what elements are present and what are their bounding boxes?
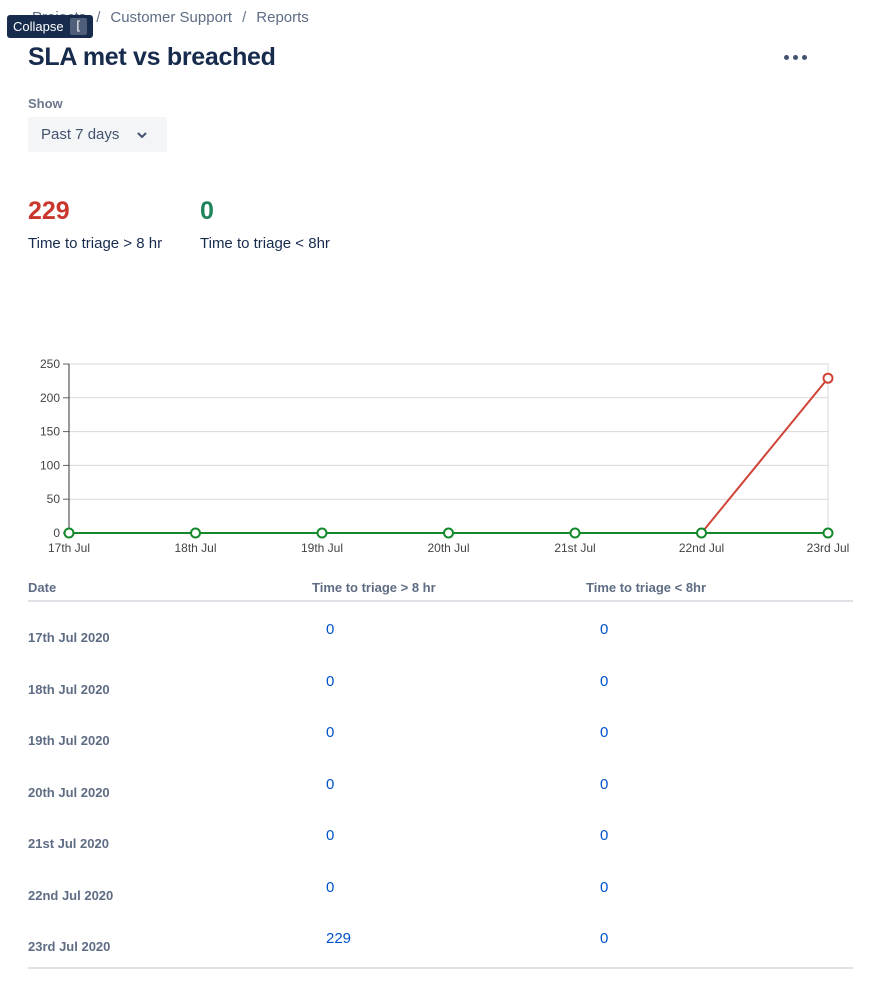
- row-date: 22nd Jul 2020: [28, 887, 114, 903]
- chevron-down-icon: [137, 132, 147, 138]
- y-tick-label: 0: [53, 526, 60, 540]
- x-tick-label: 17th Jul: [48, 541, 90, 555]
- row-over-8hr-link[interactable]: 0: [326, 672, 335, 690]
- breadcrumb-item-reports[interactable]: Reports: [256, 9, 309, 26]
- x-tick-label: 22nd Jul: [679, 541, 724, 555]
- table-row: 19th Jul 2020 0 0: [28, 705, 853, 757]
- data-point-met[interactable]: [190, 527, 201, 539]
- dropdown-selected-value: Past 7 days: [41, 126, 120, 143]
- x-tick-label: 20th Jul: [427, 541, 469, 555]
- x-tick-label: 23rd Jul: [807, 541, 850, 555]
- row-under-8hr-link[interactable]: 0: [600, 930, 609, 947]
- breadcrumb-separator: /: [96, 9, 101, 26]
- table-row: 21st Jul 2020 0 0: [28, 808, 853, 860]
- data-point-met[interactable]: [316, 527, 328, 539]
- y-tick-label: 200: [40, 391, 60, 405]
- row-over-8hr-link[interactable]: 229: [326, 930, 352, 947]
- data-point-breached[interactable]: [822, 372, 834, 384]
- data-point-met[interactable]: [822, 527, 834, 539]
- row-over-8hr-link[interactable]: 0: [326, 724, 335, 741]
- row-over-8hr-link[interactable]: 0: [326, 827, 335, 844]
- sla-line-chart: 0 50 100 150 200 250 17th Jul 18th Jul 19th Jul 2…: [40, 357, 850, 555]
- stat-met-label: Time to triage < 8hr: [200, 235, 330, 252]
- x-tick-label: 19th Jul: [301, 541, 343, 555]
- row-date: 23rd Jul 2020: [28, 939, 111, 954]
- row-date: 20th Jul 2020: [28, 784, 110, 800]
- breadcrumb-separator: /: [242, 9, 247, 26]
- column-header-date[interactable]: Date: [28, 580, 57, 595]
- row-under-8hr-link[interactable]: 0: [600, 775, 609, 793]
- table-row: 22nd Jul 2020 0 0: [28, 860, 853, 912]
- tooltip-label: Collapse: [13, 19, 64, 34]
- row-under-8hr-link[interactable]: 0: [600, 621, 609, 638]
- show-filter-label: Show: [28, 96, 63, 111]
- collapse-tooltip: Collapse [: [7, 15, 93, 38]
- row-date: 17th Jul 2020: [28, 630, 110, 645]
- table-row: 18th Jul 2020 0 0: [28, 654, 853, 706]
- keyboard-shortcut-badge: [: [69, 18, 87, 35]
- x-tick-label: 18th Jul: [174, 541, 216, 555]
- y-tick-label: 250: [40, 357, 60, 371]
- plot-frame: [68, 363, 829, 534]
- data-point-met[interactable]: [63, 527, 75, 539]
- x-tick-label: 21st Jul: [554, 541, 595, 555]
- stat-breached-label: Time to triage > 8 hr: [28, 235, 163, 252]
- page-title: SLA met vs breached: [28, 43, 276, 71]
- row-under-8hr-link[interactable]: 0: [600, 878, 609, 896]
- table-row: 20th Jul 2020 0 0: [28, 757, 853, 809]
- stat-met-value: 0: [200, 197, 214, 225]
- table-body: 17th Jul 2020 0 0 18th Jul 2020 0 0 19th Jul 2…: [28, 602, 853, 963]
- sla-table: Date Time to triage > 8 hr Time to triag…: [28, 578, 853, 969]
- y-tick-label: 150: [40, 425, 60, 439]
- y-tick-label: 100: [40, 458, 60, 472]
- more-actions-button[interactable]: [773, 42, 817, 72]
- row-under-8hr-link[interactable]: 0: [600, 827, 609, 844]
- data-point-met[interactable]: [696, 527, 707, 539]
- stat-breached: 229 Time to triage > 8 hr: [28, 195, 168, 254]
- date-range-dropdown[interactable]: Past 7 days: [28, 117, 167, 152]
- table-row: 23rd Jul 2020 229 0: [28, 911, 853, 963]
- series-line-breached: [69, 377, 829, 534]
- row-over-8hr-link[interactable]: 0: [326, 775, 335, 793]
- table-header: Date Time to triage > 8 hr Time to triag…: [28, 578, 853, 602]
- more-horizontal-icon: [783, 54, 807, 60]
- row-over-8hr-link[interactable]: 0: [326, 621, 335, 638]
- column-header-over-8hr[interactable]: Time to triage > 8 hr: [312, 580, 436, 595]
- data-point-met[interactable]: [569, 527, 581, 539]
- stat-breached-value: 229: [28, 197, 70, 225]
- column-header-under-8hr[interactable]: Time to triage < 8hr: [586, 580, 707, 595]
- table-bottom-divider: [28, 966, 853, 969]
- row-under-8hr-link[interactable]: 0: [600, 672, 609, 690]
- data-point-met[interactable]: [443, 527, 454, 539]
- breadcrumb-item-customer-support[interactable]: Customer Support: [110, 9, 233, 26]
- row-over-8hr-link[interactable]: 0: [326, 878, 335, 896]
- row-date: 21st Jul 2020: [28, 836, 109, 851]
- row-date: 18th Jul 2020: [28, 681, 110, 697]
- table-row: 17th Jul 2020 0 0: [28, 602, 853, 654]
- row-under-8hr-link[interactable]: 0: [600, 724, 609, 741]
- y-tick-label: 50: [47, 492, 61, 506]
- stat-met: 0 Time to triage < 8hr: [200, 195, 340, 254]
- row-date: 19th Jul 2020: [28, 733, 110, 748]
